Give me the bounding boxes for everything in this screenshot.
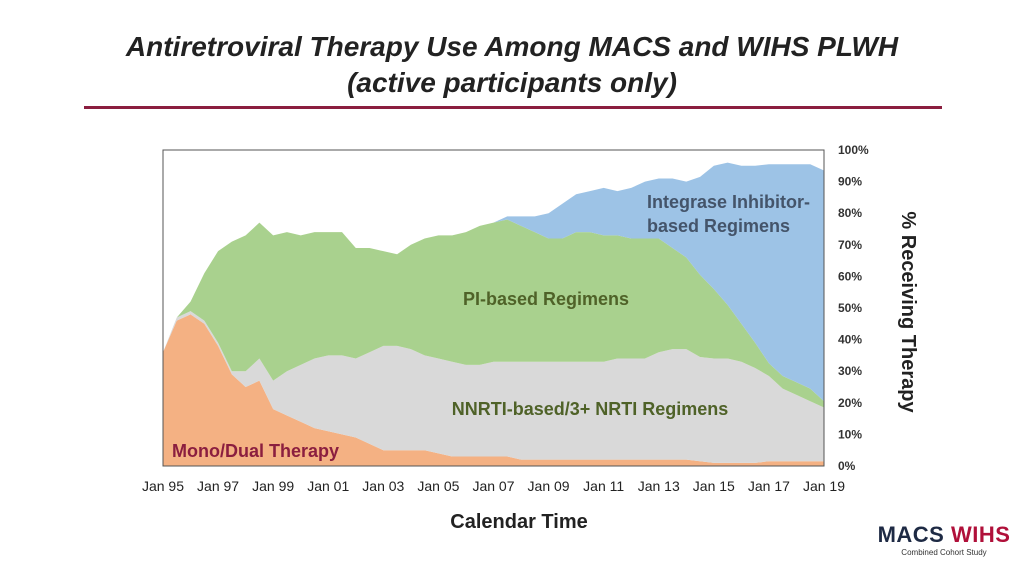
y-tick-label: 70%: [838, 238, 862, 252]
logo-wihs: WIHS: [950, 522, 1011, 547]
x-tick-label: Jan 07: [472, 478, 514, 494]
x-tick-label: Jan 97: [197, 478, 239, 494]
x-tick-label: Jan 99: [252, 478, 294, 494]
logo-subtitle: Combined Cohort Study: [901, 548, 987, 557]
macs-wihs-logo: MACS WIHS Combined Cohort Study: [872, 522, 1016, 558]
y-tick-label: 0%: [838, 459, 856, 473]
x-axis-label: Calendar Time: [450, 511, 587, 533]
y-tick-label: 60%: [838, 269, 862, 283]
area-pi: [163, 219, 824, 408]
x-tick-label: Jan 05: [417, 478, 459, 494]
y-tick-label: 20%: [838, 396, 862, 410]
area-integrase: [163, 162, 824, 402]
series-annotations: Integrase Inhibitor-based Regimens PI-bas…: [172, 192, 810, 461]
area-series-group: [163, 162, 824, 466]
x-tick-label: Jan 11: [583, 478, 624, 494]
x-tick-label: Jan 17: [748, 478, 790, 494]
y-tick-label: 100%: [838, 143, 869, 157]
x-tick-label: Jan 15: [693, 478, 735, 494]
label-mono-dual: Mono/Dual Therapy: [172, 441, 339, 461]
label-integrase-line1: Integrase Inhibitor-: [647, 192, 810, 212]
x-tick-label: Jan 03: [362, 478, 404, 494]
x-tick-label: Jan 13: [638, 478, 680, 494]
logo-wordmark: MACS WIHS: [872, 522, 1016, 548]
label-integrase-line2: based Regimens: [647, 216, 790, 236]
y-tick-label: 40%: [838, 333, 862, 347]
y-tick-label: 50%: [838, 301, 862, 315]
chart-title-line2: (active participants only): [347, 67, 677, 98]
label-nnrti-based: NNRTI-based/3+ NRTI Regimens: [452, 399, 729, 419]
x-tick-label: Jan 95: [142, 478, 184, 494]
label-pi-based: PI-based Regimens: [463, 289, 629, 309]
x-tick-label: Jan 09: [528, 478, 570, 494]
y-axis-label: % Receiving Therapy: [897, 211, 919, 413]
y-tick-label: 10%: [838, 427, 862, 441]
y-tick-label: 80%: [838, 206, 862, 220]
y-tick-label: 30%: [838, 364, 862, 378]
title-divider: [84, 106, 942, 109]
area-nnrti: [163, 311, 824, 463]
x-tick-label: Jan 01: [307, 478, 349, 494]
y-tick-labels: 0% 10% 20% 30% 40% 50% 60% 70% 80% 90% 100%: [838, 143, 869, 473]
chart-title-line1: Antiretroviral Therapy Use Among MACS an…: [125, 31, 899, 62]
area-mono-dual: [163, 314, 824, 466]
x-tick-labels: Jan 95 Jan 97 Jan 99 Jan 01 Jan 03 Jan 05 Jan …: [142, 478, 845, 494]
logo-macs: MACS: [877, 522, 945, 547]
y-tick-label: 90%: [838, 175, 862, 189]
plot-frame: [162, 149, 825, 467]
x-tick-label: Jan 19: [803, 478, 845, 494]
